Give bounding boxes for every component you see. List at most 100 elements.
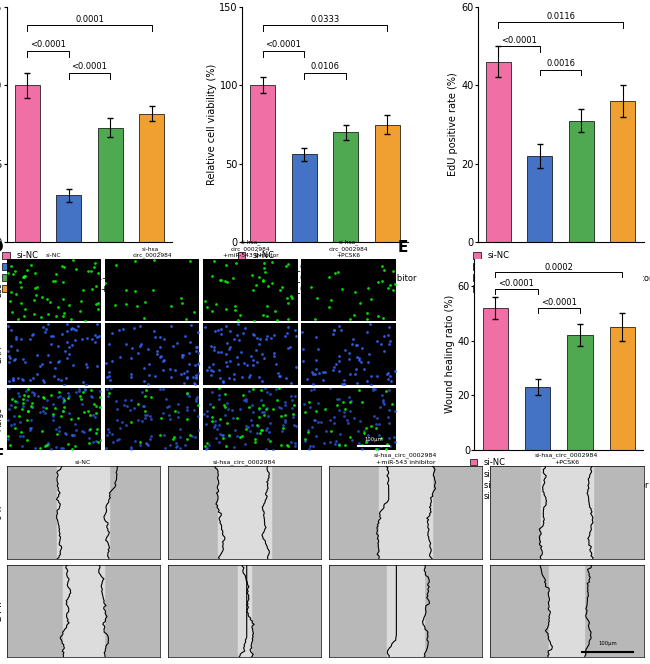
- Point: [87, 284, 98, 295]
- Point: [366, 371, 376, 381]
- Point: [333, 266, 343, 277]
- Point: [90, 428, 101, 439]
- Point: [29, 308, 39, 319]
- Legend: si-NC, si-hsa_circ_0002984, si-hsa_circ_0002984+miR-543 inhibitor, si-hsa_circ_0: si-NC, si-hsa_circ_0002984, si-hsa_circ_…: [3, 251, 181, 293]
- Point: [285, 342, 295, 353]
- Point: [90, 329, 101, 340]
- Point: [71, 386, 81, 397]
- Point: [14, 411, 24, 422]
- Point: [377, 276, 387, 286]
- Point: [158, 384, 168, 394]
- Point: [46, 339, 57, 349]
- Point: [12, 345, 23, 355]
- Point: [194, 424, 204, 435]
- Title: si-NC: si-NC: [46, 253, 62, 258]
- Point: [139, 312, 150, 323]
- Point: [155, 331, 165, 342]
- Point: [192, 411, 203, 422]
- Point: [152, 349, 162, 359]
- Point: [274, 383, 285, 394]
- Point: [334, 321, 345, 331]
- Point: [265, 436, 276, 447]
- Point: [368, 384, 378, 395]
- Point: [189, 379, 200, 390]
- Point: [6, 307, 17, 317]
- Point: [263, 411, 273, 422]
- Point: [224, 325, 235, 336]
- Point: [146, 392, 156, 402]
- Point: [347, 435, 358, 446]
- Point: [3, 351, 14, 362]
- Point: [384, 371, 395, 381]
- Point: [372, 444, 383, 454]
- Point: [348, 413, 359, 424]
- Bar: [57, 195, 81, 242]
- Point: [121, 339, 131, 349]
- Point: [115, 423, 125, 434]
- Point: [118, 400, 129, 410]
- Point: [339, 374, 349, 385]
- Point: [291, 361, 302, 372]
- Point: [193, 327, 203, 337]
- Point: [276, 440, 286, 450]
- Point: [278, 422, 288, 433]
- Point: [6, 341, 16, 351]
- Point: [63, 438, 73, 449]
- Point: [25, 425, 35, 436]
- Point: [181, 434, 192, 444]
- Point: [390, 436, 400, 447]
- Point: [152, 346, 162, 357]
- Point: [8, 418, 19, 429]
- Point: [164, 364, 175, 374]
- Point: [203, 362, 214, 373]
- Point: [23, 384, 33, 394]
- Point: [10, 402, 20, 412]
- Point: [104, 371, 114, 381]
- Point: [159, 333, 170, 344]
- Point: [43, 319, 53, 329]
- Point: [275, 371, 285, 381]
- Point: [4, 357, 14, 368]
- Point: [176, 369, 187, 379]
- Point: [61, 353, 72, 363]
- Point: [372, 277, 383, 288]
- Point: [75, 305, 85, 316]
- Point: [160, 443, 170, 454]
- Point: [10, 289, 21, 299]
- Point: [222, 404, 233, 414]
- Point: [176, 293, 187, 303]
- Point: [10, 354, 21, 365]
- Point: [261, 387, 272, 398]
- Point: [354, 384, 365, 395]
- Point: [186, 319, 196, 330]
- Point: [93, 436, 103, 447]
- Point: [5, 382, 15, 393]
- Point: [82, 362, 92, 373]
- Point: [233, 335, 244, 345]
- Point: [94, 330, 104, 341]
- Point: [179, 378, 189, 388]
- Point: [84, 438, 95, 449]
- Point: [121, 285, 131, 295]
- Point: [257, 309, 268, 320]
- Point: [80, 315, 90, 326]
- Point: [231, 351, 242, 362]
- Point: [255, 428, 265, 438]
- Point: [181, 373, 192, 383]
- Point: [384, 432, 395, 443]
- Point: [238, 390, 248, 400]
- Point: [165, 372, 176, 382]
- Point: [19, 390, 29, 400]
- Point: [20, 304, 31, 315]
- Point: [362, 327, 372, 337]
- Point: [337, 396, 348, 407]
- Point: [141, 384, 151, 395]
- Point: [309, 369, 320, 379]
- Point: [192, 391, 202, 402]
- Point: [36, 426, 47, 436]
- Bar: [15, 85, 40, 242]
- Point: [260, 382, 270, 393]
- Point: [356, 397, 367, 408]
- Point: [84, 410, 95, 420]
- Point: [332, 400, 342, 411]
